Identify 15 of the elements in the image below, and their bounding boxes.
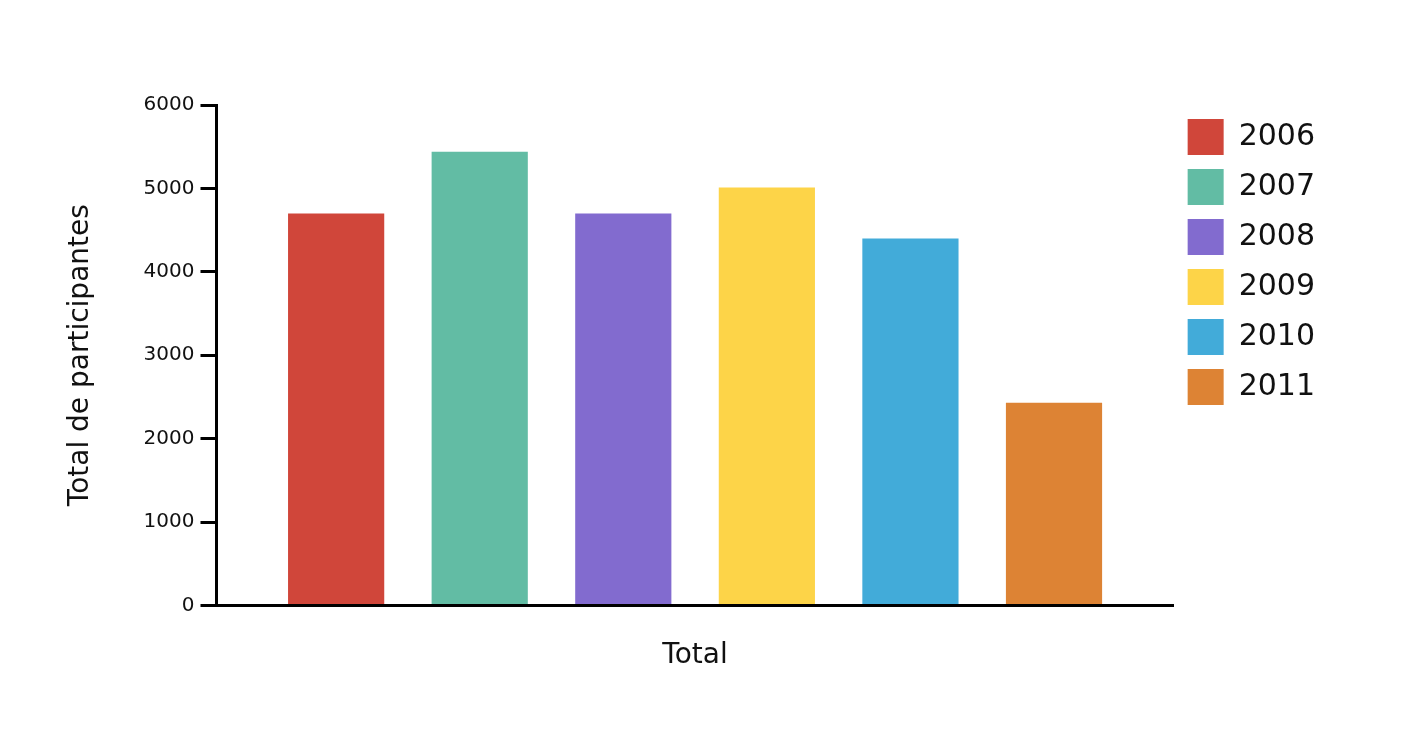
legend-label: 2008 (1238, 216, 1316, 252)
y-axis-title: Total de participantes (62, 204, 96, 508)
legend-label: 2009 (1238, 266, 1316, 302)
y-tick-label: 6000 (143, 91, 195, 116)
y-tick-label: 5000 (143, 174, 195, 199)
y-tick-label: 4000 (143, 258, 195, 282)
legend-label: 2007 (1238, 166, 1316, 202)
y-tick-label: 1000 (143, 508, 195, 533)
x-tick-label: Total (661, 637, 728, 671)
legend-label: 2010 (1238, 316, 1316, 352)
y-tick-label: 0 (181, 591, 195, 616)
y-tick-label: 3000 (143, 341, 195, 366)
legend-label: 2006 (1238, 116, 1316, 152)
legend-label: 2011 (1238, 366, 1316, 402)
y-tick-label: 2000 (143, 424, 195, 449)
